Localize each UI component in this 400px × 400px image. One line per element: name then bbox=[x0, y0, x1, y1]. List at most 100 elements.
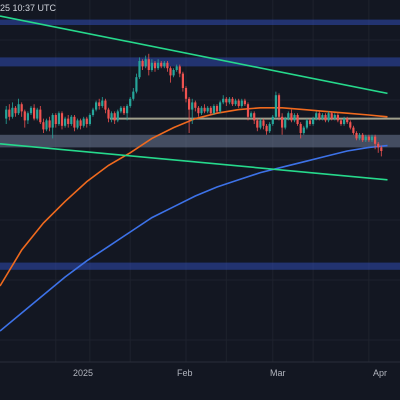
candle-body bbox=[88, 115, 91, 124]
candle-body bbox=[178, 66, 181, 74]
candle bbox=[299, 122, 302, 139]
candle-body bbox=[256, 120, 259, 128]
candle bbox=[274, 91, 277, 119]
candle bbox=[240, 98, 243, 108]
candle-body bbox=[361, 134, 364, 141]
candle bbox=[330, 111, 333, 121]
candle-body bbox=[315, 113, 318, 119]
candle bbox=[339, 118, 343, 126]
candle-body bbox=[219, 102, 222, 112]
candle bbox=[5, 106, 8, 124]
candle bbox=[293, 113, 296, 123]
candle bbox=[160, 61, 163, 69]
candle-body bbox=[197, 107, 200, 114]
x-tick-2025: 2025 bbox=[73, 368, 94, 378]
candle-body bbox=[237, 100, 240, 106]
price-zones bbox=[0, 19, 400, 270]
candle-body bbox=[5, 109, 8, 119]
candle bbox=[73, 115, 76, 132]
candle bbox=[219, 100, 222, 114]
candle-body bbox=[308, 120, 312, 124]
candle-body bbox=[147, 59, 150, 70]
candle-body bbox=[262, 120, 265, 126]
candle-body bbox=[380, 147, 383, 151]
candle-body bbox=[339, 120, 343, 124]
candle-body bbox=[321, 115, 324, 119]
trendline bbox=[0, 15, 388, 95]
candle bbox=[268, 122, 271, 133]
candle-body bbox=[169, 68, 172, 76]
candle bbox=[234, 98, 237, 106]
candle bbox=[364, 134, 367, 142]
candle bbox=[26, 111, 29, 124]
candle bbox=[23, 109, 26, 128]
candle bbox=[324, 113, 327, 123]
candle bbox=[315, 111, 318, 121]
candle-body bbox=[126, 106, 129, 114]
candle-body bbox=[95, 102, 98, 110]
candle-body bbox=[228, 98, 231, 103]
candle-body bbox=[54, 115, 57, 124]
candle bbox=[150, 59, 153, 72]
candle bbox=[141, 59, 144, 70]
candle-body bbox=[51, 115, 54, 128]
candle-body bbox=[153, 62, 157, 69]
candle-body bbox=[336, 115, 339, 121]
candle bbox=[231, 97, 234, 106]
candle bbox=[259, 118, 262, 130]
candle bbox=[256, 118, 259, 132]
candle-body bbox=[33, 107, 36, 119]
candle-body bbox=[281, 116, 284, 128]
candle-body bbox=[243, 100, 246, 105]
candle-body bbox=[352, 127, 355, 133]
candle-body bbox=[82, 118, 85, 126]
candle bbox=[284, 116, 287, 130]
candle-body bbox=[85, 118, 88, 124]
candle bbox=[51, 113, 54, 139]
candle bbox=[153, 61, 157, 72]
candle-body bbox=[330, 113, 333, 119]
candle-body bbox=[367, 136, 370, 141]
candle bbox=[20, 102, 23, 117]
candle-body bbox=[36, 109, 39, 119]
candle bbox=[147, 53, 150, 76]
candle-body bbox=[222, 98, 225, 103]
candle bbox=[14, 106, 17, 117]
candle bbox=[197, 106, 200, 117]
candle-body bbox=[172, 70, 175, 76]
candle-body bbox=[290, 113, 293, 121]
candle-body bbox=[79, 120, 82, 126]
candle bbox=[169, 66, 172, 83]
candle bbox=[215, 104, 219, 114]
trendlines bbox=[0, 15, 388, 181]
candle-body bbox=[42, 122, 45, 130]
candle bbox=[116, 109, 119, 123]
candle bbox=[181, 71, 184, 92]
candle-body bbox=[160, 62, 163, 67]
candle-body bbox=[194, 102, 197, 108]
candle bbox=[8, 104, 11, 121]
candle bbox=[39, 106, 42, 124]
candle-body bbox=[287, 113, 290, 119]
candle bbox=[138, 57, 141, 79]
candle bbox=[33, 104, 36, 121]
candle-body bbox=[73, 116, 76, 128]
candle bbox=[95, 100, 98, 112]
candle-body bbox=[70, 116, 73, 124]
candle bbox=[42, 118, 45, 133]
candle-body bbox=[284, 118, 287, 128]
candle bbox=[79, 118, 82, 130]
candle bbox=[126, 104, 129, 121]
candle-body bbox=[107, 109, 110, 119]
candle-body bbox=[91, 109, 95, 115]
x-tick-mar: Mar bbox=[270, 368, 286, 378]
candle-body bbox=[175, 66, 178, 70]
candle-body bbox=[374, 136, 377, 144]
candle-body bbox=[45, 120, 48, 130]
candle bbox=[29, 106, 33, 115]
candle-body bbox=[240, 100, 243, 106]
header-timestamp: 25 10:37 UTC bbox=[0, 3, 57, 13]
candle-body bbox=[212, 106, 215, 114]
candle-body bbox=[327, 113, 330, 121]
